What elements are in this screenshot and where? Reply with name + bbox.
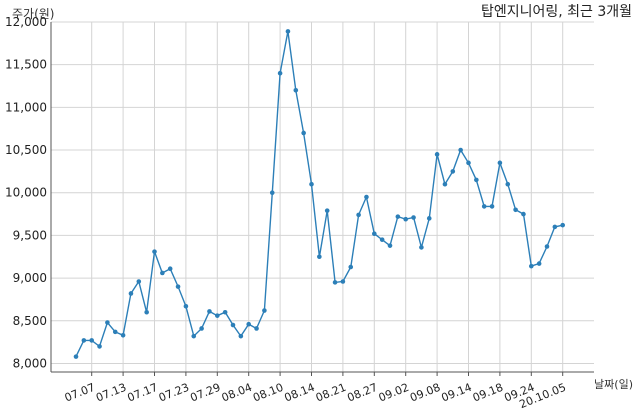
data-point [191,333,197,339]
data-point [73,354,79,359]
data-point [317,254,322,260]
data-point [458,147,463,153]
data-point [356,212,361,218]
data-point [364,194,369,200]
data-point [450,169,456,174]
data-point [238,333,244,339]
data-point [340,279,346,284]
data-point [167,266,173,272]
data-point [560,222,565,228]
data-point [144,309,149,315]
data-point [152,249,157,254]
x-tick-label: 08.10 [251,381,285,405]
data-point [466,160,471,166]
y-tick-label: 9,000 [13,271,47,285]
data-point [183,303,189,309]
y-tick-label: 12,000 [5,15,47,29]
data-point [97,344,102,349]
x-tick-label: 07.17 [126,381,160,405]
y-axis-label: 주가(원) [12,7,54,21]
data-point [128,291,134,296]
price-line [75,31,563,357]
data-point [552,224,558,230]
data-point [246,321,251,327]
data-point [277,70,283,76]
data-point [481,204,487,209]
x-tick-label: 08.27 [345,381,379,405]
data-point [348,264,354,270]
x-axis-ticks: 07.0707.1307.1707.2307.2908.0408.1008.14… [63,372,568,411]
data-point [544,244,550,249]
x-tick-label: 07.23 [157,381,191,405]
data-point [81,338,87,343]
grid [51,21,594,372]
x-tick-label: 08.14 [283,381,317,405]
data-point [419,245,424,250]
y-tick-label: 9,500 [13,228,47,242]
x-axis-label: 날짜(일) [594,377,633,391]
data-point [372,231,377,237]
y-tick-label: 10,000 [5,186,47,200]
data-point [112,329,118,335]
data-point [426,216,432,221]
x-tick-label: 07.13 [94,381,128,405]
data-point [505,181,511,187]
data-point [411,215,416,220]
data-point [175,284,181,289]
data-point [529,263,534,269]
data-point [262,308,267,313]
x-tick-label: 09.18 [471,381,505,405]
x-tick-label: 07.29 [188,381,222,405]
data-point [489,204,495,209]
axes [50,22,594,373]
data-point [474,177,479,183]
data-point [332,280,338,285]
y-tick-label: 11,500 [5,58,47,72]
x-tick-label: 09.08 [408,381,442,405]
data-point [301,130,306,136]
y-tick-label: 8,000 [13,356,47,370]
y-tick-label: 10,500 [5,143,47,157]
data-point [387,243,393,248]
x-tick-label: 08.04 [220,381,254,405]
data-point [136,279,142,284]
data-point [230,322,236,328]
data-point [160,270,165,276]
data-point [513,207,518,213]
x-tick-label: 07.07 [63,381,97,405]
data-point [395,214,401,219]
data-point [199,326,204,331]
data-point [442,181,448,187]
x-tick-label: 09.14 [440,381,474,405]
data-point [434,152,440,157]
data-point [293,87,299,93]
data-point [269,190,275,196]
data-point [536,261,542,266]
data-point [215,313,220,318]
data-point [521,211,526,217]
data-point [324,208,330,213]
data-point [403,216,409,222]
price-series [73,29,565,359]
data-point [89,338,94,343]
data-point [309,181,314,187]
data-point [120,332,126,338]
data-point [105,320,110,325]
x-tick-label: 08.21 [314,381,348,405]
chart-title: 탑엔지니어링, 최근 3개월 [481,4,632,20]
data-point [379,237,385,242]
data-point [222,309,228,315]
data-point [207,309,212,314]
x-tick-label: 09.02 [377,381,411,405]
data-point [254,326,259,331]
data-point [497,160,503,166]
y-axis-ticks: 8,000 8,500 9,000 9,500 10,000 10,500 11,000 11… [5,15,47,370]
y-tick-label: 8,500 [13,314,47,328]
y-tick-label: 11,000 [5,100,47,114]
data-point [285,29,291,34]
